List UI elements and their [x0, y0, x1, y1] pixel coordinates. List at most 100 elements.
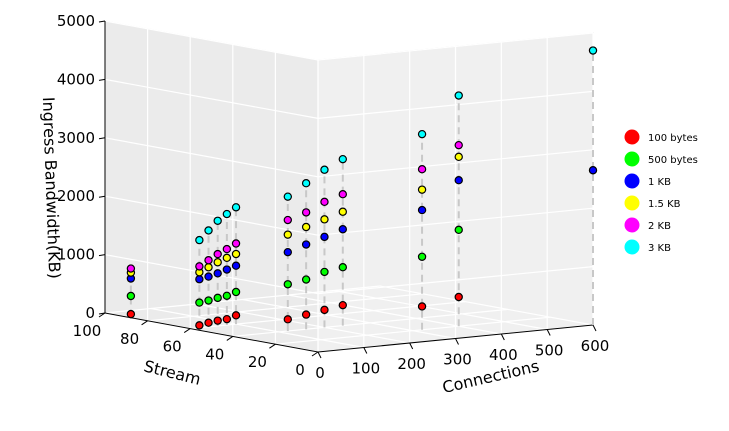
data-point-series-2 — [231, 287, 241, 297]
grid-line — [104, 195, 319, 236]
data-point-series-1 — [231, 311, 241, 320]
z-tick-label: 3000 — [57, 129, 95, 147]
data-point-series-1 — [222, 314, 232, 324]
data-point-series-5 — [126, 264, 136, 273]
x-tick-label: 200 — [397, 355, 426, 373]
x-tick-mark — [409, 342, 414, 350]
z-tick-mark — [98, 137, 106, 140]
data-point-series-2 — [417, 252, 427, 261]
data-point-series-2 — [222, 291, 232, 300]
y-axis-title: Stream — [142, 356, 203, 388]
z-tick-label: 2000 — [57, 187, 95, 205]
data-point-series-2 — [213, 293, 222, 303]
data-point-series-2 — [204, 296, 213, 305]
grid-line — [104, 137, 319, 178]
legend: 100 bytes 500 bytes 1 KB 1.5 KB 2 KB 3 KB — [624, 129, 698, 255]
legend-label: 3 KB — [648, 243, 671, 254]
data-point-series-5 — [204, 256, 213, 265]
z-tick-mark — [98, 312, 106, 315]
data-point-series-6 — [204, 226, 213, 235]
axes-panes — [104, 20, 594, 353]
data-point-series-1 — [417, 302, 427, 311]
data-point-series-4 — [301, 222, 311, 232]
data-point-series-5 — [320, 197, 329, 207]
grid-lines — [104, 20, 594, 353]
data-point-series-5 — [454, 140, 463, 150]
data-point-series-5 — [222, 244, 232, 254]
z-tick-label: 5000 — [57, 12, 95, 30]
data-point-series-4 — [417, 185, 427, 194]
legend-marker — [624, 239, 640, 255]
grid-line — [317, 207, 594, 236]
grid-line — [317, 32, 594, 61]
data-point-series-6 — [338, 154, 347, 164]
data-point-series-3 — [320, 232, 329, 242]
data-point-series-3 — [301, 240, 311, 249]
y-tick-label: 0 — [295, 361, 305, 379]
data-point-series-1 — [283, 315, 292, 324]
data-point-series-6 — [454, 91, 463, 100]
x-tick-label: 400 — [489, 346, 518, 364]
z-tick-mark — [98, 78, 106, 81]
z-tick-label: 4000 — [57, 70, 95, 88]
grid-line — [317, 266, 594, 295]
data-point-series-3 — [204, 272, 213, 281]
data-point-series-6 — [417, 129, 427, 139]
grid-line — [317, 149, 594, 178]
data-point-series-3 — [195, 275, 204, 284]
data-point-series-6 — [588, 46, 598, 55]
grid-line — [334, 289, 548, 331]
data-point-series-2 — [195, 298, 204, 307]
data-point-series-6 — [195, 235, 204, 245]
data-point-series-2 — [283, 280, 292, 289]
y-tick-label: 20 — [248, 353, 267, 371]
legend-label: 100 bytes — [648, 133, 698, 144]
x-tick-label: 0 — [315, 364, 325, 382]
data-point-series-4 — [454, 152, 463, 162]
z-tick-mark — [98, 254, 106, 257]
legend-label: 1.5 KB — [648, 199, 681, 210]
data-point-series-4 — [338, 207, 347, 216]
x-tick-mark — [500, 333, 505, 341]
z-tick-mark — [98, 20, 106, 23]
data-point-series-1 — [454, 292, 463, 302]
z-axis-title: Ingress Bandwidth(KB) — [39, 97, 64, 280]
grid-line — [150, 307, 364, 349]
data-point-series-3 — [283, 247, 292, 257]
grid-line — [196, 303, 410, 344]
legend-marker — [624, 217, 640, 233]
data-point-series-4 — [222, 253, 232, 263]
data-point-series-5 — [213, 249, 222, 259]
data-point-series-5 — [195, 262, 204, 271]
data-point-series-3 — [588, 166, 598, 175]
y-tick-label: 100 — [73, 322, 102, 340]
grid-line — [104, 20, 319, 61]
x-tick-label: 600 — [581, 337, 610, 355]
data-points — [126, 46, 598, 330]
data-point-series-4 — [204, 263, 213, 272]
data-point-series-4 — [320, 215, 329, 224]
data-point-series-6 — [320, 165, 329, 174]
data-point-series-1 — [213, 316, 222, 325]
z-tick-label: 0 — [85, 304, 95, 322]
axis-ticks: 0 100 200 300 400 500 600020406080100010002000… — [57, 12, 610, 382]
data-point-series-6 — [222, 209, 232, 219]
y-tick-label: 60 — [163, 338, 182, 356]
data-point-series-3 — [338, 225, 347, 234]
x-tick-label: 100 — [352, 360, 381, 378]
data-point-series-6 — [283, 192, 292, 201]
data-point-series-5 — [301, 208, 311, 217]
data-point-series-5 — [231, 239, 241, 248]
data-point-series-2 — [338, 263, 347, 272]
data-point-series-1 — [195, 321, 204, 330]
data-point-series-4 — [213, 258, 222, 267]
grid-line — [232, 308, 508, 337]
grid-line — [104, 285, 381, 314]
legend-marker — [624, 173, 640, 189]
data-point-series-3 — [222, 265, 232, 274]
x-tick-mark — [317, 351, 322, 359]
y-tick-mark — [311, 351, 319, 357]
y-tick-label: 80 — [120, 330, 139, 348]
x-tick-mark — [546, 329, 551, 336]
z-tick-mark — [98, 195, 106, 198]
